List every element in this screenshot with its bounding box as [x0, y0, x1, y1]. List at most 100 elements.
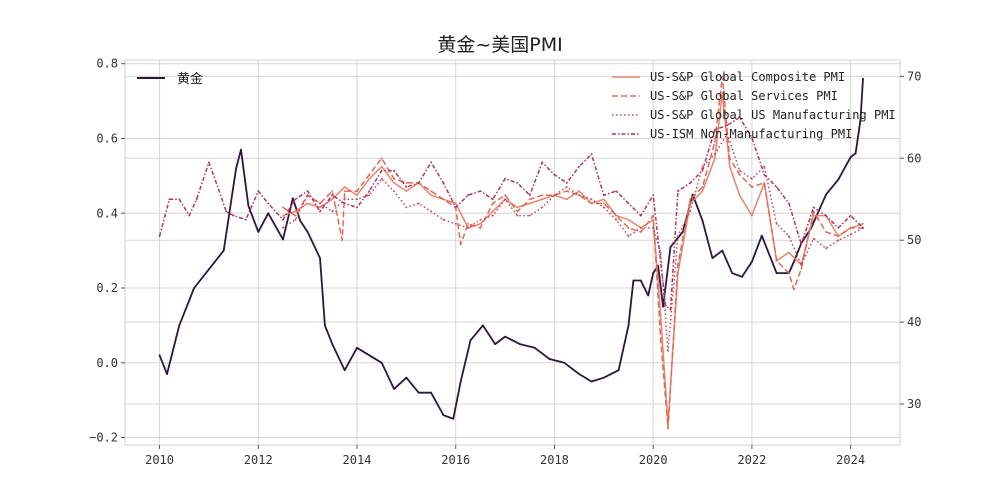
data-point — [442, 182, 445, 184]
data-point — [849, 156, 852, 159]
y-left-tick-label: 0.6 — [96, 131, 118, 145]
data-point — [195, 198, 198, 201]
data-point — [380, 165, 383, 168]
data-point — [565, 182, 568, 184]
data-point — [380, 169, 383, 172]
data-point — [659, 337, 662, 340]
data-point — [235, 167, 238, 170]
data-point — [825, 214, 827, 217]
data-point — [282, 238, 284, 241]
data-point — [738, 116, 741, 119]
data-point — [430, 190, 432, 193]
data-point — [788, 202, 790, 205]
data-point — [825, 247, 827, 250]
legend-label: US-S&P Global Composite PMI — [650, 70, 845, 84]
data-point — [689, 198, 692, 201]
data-point — [590, 198, 593, 201]
data-point — [430, 210, 432, 213]
data-point — [430, 161, 432, 164]
data-point — [751, 186, 753, 188]
data-point — [726, 132, 729, 135]
data-point — [728, 157, 731, 160]
data-point — [602, 206, 605, 209]
data-point — [516, 214, 519, 217]
data-point — [731, 272, 734, 274]
data-point — [837, 235, 840, 238]
data-point — [691, 193, 694, 196]
data-point — [602, 198, 605, 201]
data-point — [632, 279, 635, 282]
data-point — [504, 177, 506, 180]
data-point — [343, 190, 346, 193]
data-point — [356, 206, 358, 209]
data-point — [689, 210, 692, 213]
data-point — [627, 218, 630, 221]
legend-left: 黄金 — [137, 71, 203, 87]
data-point — [442, 198, 445, 201]
data-point — [282, 214, 284, 217]
data-point — [519, 343, 521, 345]
data-point — [578, 190, 580, 193]
data-point — [563, 361, 566, 364]
data-point — [368, 177, 371, 180]
data-point — [862, 227, 864, 229]
data-point — [788, 251, 790, 254]
data-point — [669, 308, 672, 311]
data-point — [516, 206, 519, 209]
y-right-tick-label: 50 — [907, 233, 921, 247]
data-point — [178, 198, 181, 201]
data-point — [738, 169, 741, 172]
data-point — [849, 214, 852, 217]
data-point — [294, 198, 297, 201]
series-line — [282, 92, 864, 426]
data-point — [615, 190, 618, 193]
data-point — [615, 218, 618, 221]
x-tick-label: 2014 — [343, 453, 372, 467]
data-point — [299, 219, 302, 222]
data-point — [267, 212, 270, 215]
data-point — [158, 235, 161, 238]
data-point — [664, 304, 667, 307]
data-point — [701, 186, 704, 188]
data-point — [541, 161, 543, 164]
data-point — [825, 231, 827, 233]
data-point — [647, 294, 650, 297]
data-point — [188, 214, 191, 217]
axes: 2010 2012 2014 2016 2018 2020 2022 2024 −0.2 0.0 0… — [89, 57, 921, 467]
data-point — [222, 249, 225, 252]
legend-label: US-ISM Non-Manufacturing PMI — [650, 127, 852, 141]
data-point — [393, 177, 395, 180]
data-point — [541, 206, 543, 209]
data-point — [356, 198, 358, 201]
data-point — [291, 197, 294, 200]
data-point — [657, 264, 659, 267]
data-point — [677, 190, 679, 193]
data-point — [380, 361, 383, 364]
chart-title: 黄金~美国PMI — [437, 34, 563, 56]
data-point — [639, 227, 642, 229]
data-point — [721, 91, 724, 94]
data-point — [469, 339, 472, 342]
plot-frame — [124, 59, 901, 446]
data-point — [393, 182, 395, 184]
data-point — [849, 233, 852, 236]
data-point — [825, 193, 827, 196]
legend-right: US-S&P Global Composite PMI US-S&P Global… — [612, 70, 896, 141]
data-point — [319, 257, 321, 259]
data-point — [751, 177, 753, 180]
data-point — [491, 214, 494, 217]
data-point — [343, 186, 346, 188]
data-point — [380, 157, 383, 160]
data-point — [627, 235, 630, 238]
data-point — [775, 272, 778, 274]
data-point — [793, 288, 795, 291]
data-point — [341, 239, 344, 242]
x-tick-label: 2024 — [836, 453, 865, 467]
data-point — [225, 210, 228, 213]
data-point — [652, 214, 655, 217]
data-point — [168, 198, 171, 201]
data-point — [343, 198, 346, 201]
data-point — [294, 218, 297, 221]
data-point — [459, 380, 462, 383]
data-point — [859, 118, 862, 121]
